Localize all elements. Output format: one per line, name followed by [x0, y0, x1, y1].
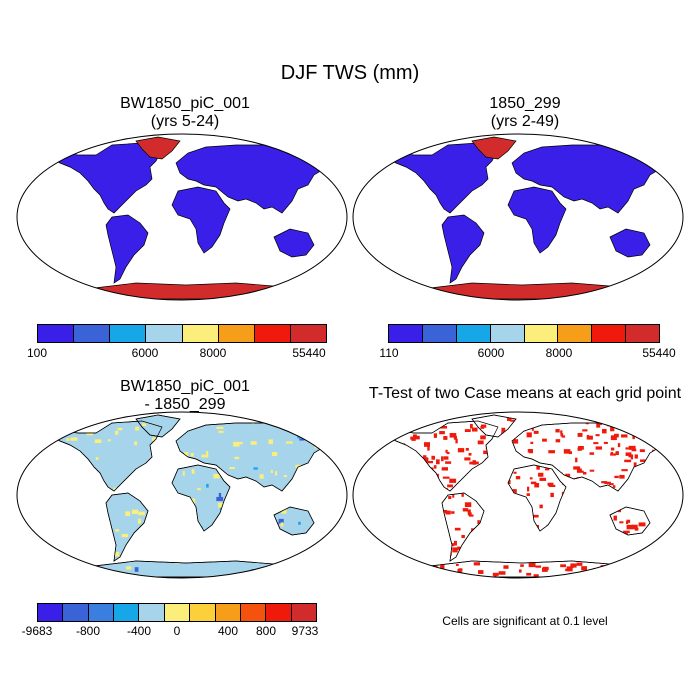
map-diff	[16, 411, 348, 579]
colorbar-swatch	[240, 604, 267, 621]
landmass-greenland	[135, 136, 181, 160]
significance-note: Cells are significant at 0.1 level	[442, 614, 608, 628]
colorbar-swatch	[88, 604, 115, 621]
colorbar-case2-tick: 8000	[545, 346, 573, 360]
colorbar-case2-tick: 55440	[642, 346, 676, 360]
panel-title-case1: BW1850_piC_001 (yrs 5-24)	[20, 95, 350, 131]
panel-title-case2-line1: 1850_299	[489, 95, 561, 112]
colorbar-diff-tick: 0	[173, 624, 181, 638]
colorbar-swatch	[114, 604, 140, 621]
landmass-greenland	[471, 136, 517, 160]
panel-title-case2-line2: (yrs 2-49)	[490, 113, 560, 130]
landmass-africa	[507, 464, 567, 532]
colorbar-swatch	[182, 325, 219, 342]
colorbar-diff-tick: 800	[255, 624, 277, 638]
map-frame	[16, 411, 348, 579]
panel-title-diff-line1: BW1850_piC_001	[120, 378, 250, 395]
colorbar-swatch	[74, 325, 111, 342]
colorbar-case1	[37, 324, 327, 343]
panel-title-case2: 1850_299 (yrs 2-49)	[350, 95, 700, 131]
landmass-africa	[507, 186, 567, 254]
landmass-samerica	[441, 214, 485, 284]
colorbar-swatch	[254, 325, 291, 342]
colorbar-diff-tick: 400	[217, 624, 239, 638]
colorbar-case2-tick: 110	[379, 346, 399, 360]
landmass-africa	[171, 186, 231, 254]
panel-title-diff: BW1850_piC_001 - 1850_299	[20, 378, 350, 414]
colorbar-diff-tick: -400	[126, 624, 152, 638]
colorbar-swatch	[266, 604, 292, 621]
map-frame	[16, 133, 348, 301]
colorbar-case2	[388, 324, 660, 343]
landmass-australia	[609, 228, 651, 258]
colorbar-swatch	[139, 604, 165, 621]
colorbar-swatch	[190, 604, 216, 621]
colorbar-swatch	[524, 325, 559, 342]
colorbar-case1-tick: 6000	[131, 346, 159, 360]
map-case2	[352, 133, 684, 301]
colorbar-diff	[37, 603, 317, 622]
colorbar-swatch	[63, 604, 89, 621]
colorbar-case2-tick: 6000	[477, 346, 505, 360]
map-case1	[16, 133, 348, 301]
colorbar-swatch	[291, 604, 316, 621]
colorbar-swatch	[38, 604, 64, 621]
figure-title: DJF TWS (mm)	[280, 62, 420, 84]
landmass-samerica	[105, 214, 149, 284]
colorbar-swatch	[218, 325, 255, 342]
colorbar-swatch	[456, 325, 491, 342]
colorbar-swatch	[38, 325, 75, 342]
colorbar-diff-tick: -9683	[21, 624, 53, 638]
colorbar-swatch	[626, 325, 659, 342]
colorbar-swatch	[389, 325, 423, 342]
panel-title-ttest: T-Test of two Case means at each grid po…	[368, 385, 682, 402]
landmass-namerica	[51, 142, 163, 214]
colorbar-swatch	[558, 325, 593, 342]
landmass-antarctica	[75, 282, 317, 300]
panel-title-case1-line1: BW1850_piC_001	[120, 95, 250, 112]
panel-title-diff-line2: - 1850_299	[144, 396, 226, 413]
landmass-namerica	[51, 420, 163, 492]
map-frame	[352, 411, 684, 579]
colorbar-case1-tick: 8000	[199, 346, 227, 360]
colorbar-swatch	[215, 604, 241, 621]
colorbar-diff-tick: -800	[75, 624, 101, 638]
colorbar-diff-tick: 9733	[291, 624, 319, 638]
landmass-namerica	[387, 142, 499, 214]
map-ttest	[352, 411, 684, 579]
landmass-antarctica	[75, 560, 317, 578]
map-frame	[352, 133, 684, 301]
colorbar-swatch	[146, 325, 183, 342]
colorbar-case1-tick: 100	[26, 346, 48, 360]
colorbar-swatch	[592, 325, 627, 342]
colorbar-case1-tick: 55440	[292, 346, 326, 360]
landmass-antarctica	[411, 282, 653, 300]
colorbar-swatch	[290, 325, 326, 342]
colorbar-swatch	[110, 325, 147, 342]
colorbar-swatch	[490, 325, 525, 342]
landmass-australia	[273, 228, 315, 258]
colorbar-swatch	[164, 604, 191, 621]
colorbar-swatch	[422, 325, 457, 342]
panel-title-case1-line2: (yrs 5-24)	[150, 113, 220, 130]
